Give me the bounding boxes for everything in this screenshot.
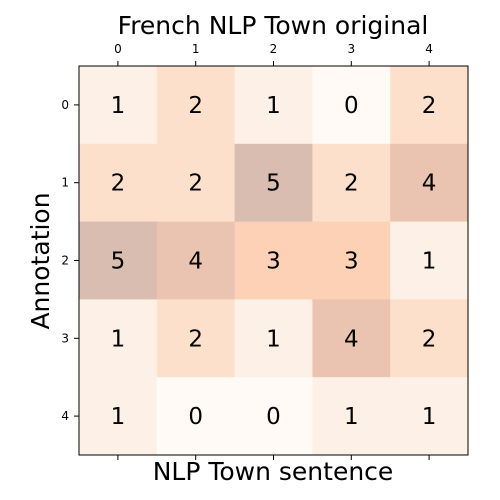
cell-value-r3-c4: 2 <box>422 326 437 352</box>
heatmap-cell-r1-c3 <box>312 143 391 223</box>
heatmap-cell-r2-c0 <box>79 221 158 300</box>
cell-value-r1-c2: 5 <box>266 171 281 197</box>
heatmap-cell-r0-c3 <box>312 66 391 145</box>
cell-value-r0-c2: 1 <box>266 93 281 119</box>
cell-value-r0-c3: 0 <box>344 93 359 119</box>
cell-value-r1-c3: 2 <box>344 171 359 197</box>
heatmap-cell-r3-c4 <box>390 299 469 378</box>
heatmap-cell-labels: 1 2 1 0 2 2 2 5 2 4 5 4 3 3 1 1 2 1 4 2 1 0 0 1 1 <box>111 93 437 430</box>
heatmap-cell-r4-c4 <box>390 377 469 456</box>
cell-value-r4-c4: 1 <box>422 404 437 430</box>
cell-value-r3-c3: 4 <box>344 326 359 352</box>
cell-value-r2-c0: 5 <box>111 249 126 275</box>
y-tick-label-0: 0 <box>61 98 69 112</box>
heatmap-cell-r2-c4 <box>390 221 469 300</box>
heatmap-cells <box>79 66 469 456</box>
cell-value-r3-c1: 2 <box>188 326 203 352</box>
heatmap-cell-r1-c0 <box>79 143 158 223</box>
heatmap-cell-r4-c3 <box>312 377 391 456</box>
x-tick-label-4: 4 <box>425 42 433 56</box>
heatmap-cell-r1-c2 <box>234 143 313 223</box>
cell-value-r4-c1: 0 <box>188 404 203 430</box>
heatmap-cell-r4-c1 <box>156 377 236 456</box>
cell-value-r3-c2: 1 <box>266 326 281 352</box>
y-axis-ticks: 0 1 2 3 4 <box>61 98 79 423</box>
heatmap-cell-r3-c2 <box>234 299 313 378</box>
y-tick-label-3: 3 <box>61 331 69 345</box>
cell-value-r0-c1: 2 <box>188 93 203 119</box>
heatmap-cell-r2-c1 <box>156 221 236 300</box>
heatmap-cell-r0-c2 <box>234 66 313 145</box>
cell-value-r3-c0: 1 <box>111 326 126 352</box>
cell-value-r2-c4: 1 <box>422 249 437 275</box>
y-tick-label-1: 1 <box>61 176 69 190</box>
heatmap-cell-r3-c0 <box>79 299 158 378</box>
x-tick-label-0: 0 <box>114 42 122 56</box>
heatmap-cell-r4-c0 <box>79 377 158 456</box>
cell-value-r2-c3: 3 <box>344 249 359 275</box>
cell-value-r0-c0: 1 <box>111 93 126 119</box>
cell-value-r2-c2: 3 <box>266 249 281 275</box>
heatmap-cell-r0-c4 <box>390 66 469 145</box>
heatmap-cell-r2-c3 <box>312 221 391 300</box>
cell-value-r1-c4: 4 <box>422 171 437 197</box>
x-tick-label-2: 2 <box>270 42 278 56</box>
chart-title: French NLP Town original <box>118 11 429 40</box>
heatmap-cell-r2-c2 <box>234 221 313 300</box>
heatmap-cell-r1-c1 <box>156 143 236 223</box>
y-tick-label-4: 4 <box>61 409 69 423</box>
cell-value-r4-c0: 1 <box>111 404 126 430</box>
y-tick-label-2: 2 <box>61 254 69 268</box>
cell-value-r0-c4: 2 <box>422 93 437 119</box>
heatmap-cell-r0-c1 <box>156 66 236 145</box>
heatmap-cell-r1-c4 <box>390 143 469 223</box>
x-tick-label-1: 1 <box>192 42 200 56</box>
x-axis-ticks: 0 1 2 3 4 <box>114 42 433 460</box>
cell-value-r4-c2: 0 <box>266 404 281 430</box>
x-tick-label-3: 3 <box>347 42 355 56</box>
cell-value-r4-c3: 1 <box>344 404 359 430</box>
x-axis-label: NLP Town sentence <box>153 457 394 486</box>
heatmap-cell-r3-c1 <box>156 299 236 378</box>
heatmap-cell-r3-c3 <box>312 299 391 378</box>
heatmap-cell-r4-c2 <box>234 377 313 456</box>
cell-value-r1-c1: 2 <box>188 171 203 197</box>
cell-value-r2-c1: 4 <box>188 249 203 275</box>
heatmap-cell-r0-c0 <box>79 66 158 145</box>
cell-value-r1-c0: 2 <box>111 171 126 197</box>
y-axis-label: Annotation <box>26 192 55 329</box>
